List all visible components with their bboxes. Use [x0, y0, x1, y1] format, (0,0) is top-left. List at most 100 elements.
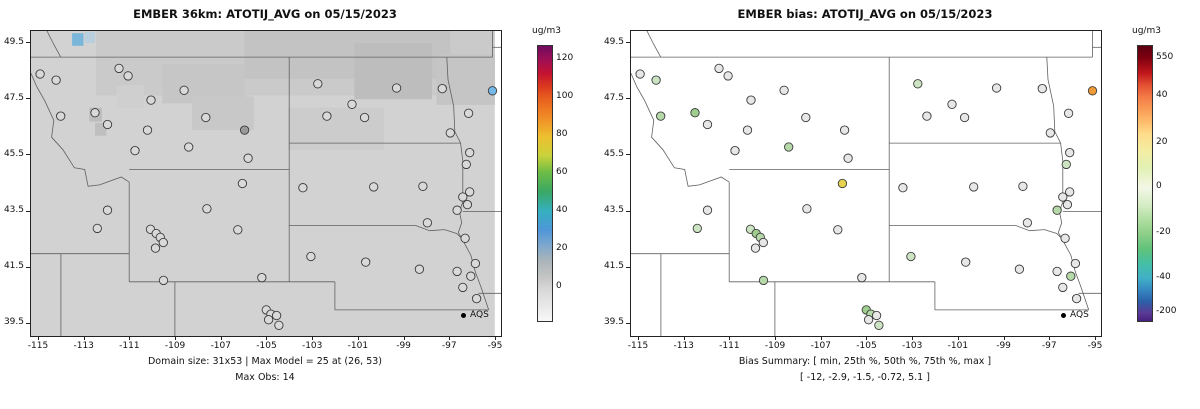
x-tick-label: -95 [487, 341, 503, 351]
monitor-site-marker [347, 99, 357, 109]
monitor-site-marker [1065, 187, 1075, 197]
x-tick-label: -105 [856, 341, 877, 351]
map-canvas [631, 31, 1101, 336]
model-map-panel: EMBER 36km: ATOTIJ_AVG on 05/15/2023 AQS… [3, 7, 592, 383]
aqs-label: AQS [1070, 310, 1089, 320]
y-tick-label: 39.5 [603, 317, 624, 328]
monitor-site-marker [779, 85, 789, 95]
monitor-site-marker [179, 85, 189, 95]
state-border-line [457, 211, 490, 311]
x-tick-label: -99 [396, 341, 411, 351]
y-tick-label: 41.5 [3, 261, 24, 272]
monitor-site-marker [322, 111, 332, 121]
map-canvas [31, 31, 501, 336]
y-tick-label: 45.5 [603, 148, 624, 159]
monitor-site-marker [414, 264, 425, 274]
monitor-site-marker [1087, 86, 1098, 96]
monitor-site-marker [863, 315, 874, 325]
monitor-site-marker [114, 63, 124, 74]
monitor-site-marker [1062, 199, 1073, 210]
monitor-site-marker [758, 275, 769, 286]
monitor-site-marker [1052, 205, 1062, 215]
monitor-site-marker [359, 112, 370, 123]
state-border-line [889, 225, 1062, 239]
monitor-site-marker [391, 83, 402, 93]
monitor-site-marker [466, 271, 476, 281]
monitor-site-marker [461, 159, 471, 170]
monitor-site-marker [874, 320, 884, 330]
y-tick-label: 49.5 [3, 36, 24, 47]
monitor-site-marker [947, 99, 957, 109]
aqs-label: AQS [470, 310, 489, 320]
aqs-dot-icon [461, 312, 466, 318]
x-tick-label: -103 [901, 341, 923, 351]
x-tick-label: -107 [810, 341, 831, 351]
monitor-site-marker [1071, 293, 1082, 304]
monitor-site-marker [102, 119, 113, 130]
monitor-site-marker [51, 75, 61, 85]
monitor-site-marker [458, 282, 468, 293]
panel-title: EMBER bias: ATOTIJ_AVG on 05/15/2023 [737, 7, 993, 21]
monitor-site-marker [714, 63, 724, 74]
aqs-legend: AQS [461, 310, 489, 320]
monitor-site-marker [959, 112, 970, 123]
monitor-site-marker [857, 272, 867, 283]
colorbar-tick-label: 20 [1156, 136, 1168, 147]
y-tick-label: 43.5 [603, 205, 624, 216]
x-tick-label: -107 [210, 341, 231, 351]
x-tick-label: -105 [256, 341, 277, 351]
colorbar-tick-label: -20 [1156, 226, 1171, 237]
monitor-site-marker [906, 251, 916, 262]
monitor-site-marker [460, 233, 470, 243]
monitor-site-marker [961, 257, 971, 267]
monitor-site-marker [452, 205, 462, 215]
monitor-site-marker [271, 310, 282, 321]
y-tick-label: 45.5 [3, 148, 24, 159]
x-tick-label: -101 [347, 341, 369, 351]
monitor-site-marker [692, 223, 702, 234]
monitor-site-marker [1063, 108, 1074, 118]
monitor-site-marker [758, 237, 768, 248]
bias-map-panel: EMBER bias: ATOTIJ_AVG on 05/15/2023 AQS… [600, 0, 1200, 409]
colorbar-tick-label: 0 [1156, 181, 1162, 192]
colorbar-tick-label: 40 [556, 205, 568, 216]
monitor-site-marker [202, 204, 212, 214]
monitor-site-marker [463, 108, 474, 118]
monitor-site-marker [90, 108, 100, 118]
colorbar-tick-labels: 120 100 80 60 40 20 0 [556, 45, 592, 320]
monitor-site-marker [313, 79, 323, 89]
y-tick-label: 41.5 [603, 261, 624, 272]
monitor-site-marker [487, 86, 498, 96]
monitor-site-marker [437, 83, 447, 94]
monitor-site-marker [123, 71, 133, 81]
monitor-site-marker [158, 275, 169, 286]
monitor-site-marker [991, 83, 1002, 93]
monitor-site-marker [1014, 264, 1025, 274]
x-tick-label: -113 [73, 341, 94, 351]
monitor-site-marker [1058, 192, 1068, 202]
colorbar-tick-label: -40 [1156, 271, 1171, 282]
colorbar-tick-label: 60 [556, 167, 568, 178]
y-tick-label: 39.5 [3, 317, 24, 328]
monitor-site-marker [746, 95, 756, 105]
monitor-site-marker [702, 205, 713, 215]
monitor-site-marker [837, 178, 848, 189]
x-tick-label: -97 [441, 341, 457, 351]
map-plot-area: AQS [630, 30, 1102, 337]
x-tick-label: -111 [719, 341, 740, 351]
colorbar-tick-label: 550 [1156, 51, 1174, 62]
monitor-site-marker [201, 112, 211, 123]
monitor-site-marker [1037, 83, 1047, 94]
monitor-site-marker [274, 320, 284, 330]
monitor-site-marker [651, 75, 661, 85]
model-field-cell [116, 85, 145, 108]
x-tick-label: -95 [1087, 341, 1103, 351]
monitor-site-marker [298, 183, 308, 193]
monitor-site-marker [102, 205, 113, 215]
caption-line-2: [ -12, -2.9, -1.5, -0.72, 5.1 ] [800, 372, 930, 383]
monitor-site-marker [369, 182, 379, 192]
y-tick-label: 47.5 [3, 92, 24, 103]
x-tick-label: -101 [947, 341, 969, 351]
monitor-site-marker [306, 251, 316, 262]
